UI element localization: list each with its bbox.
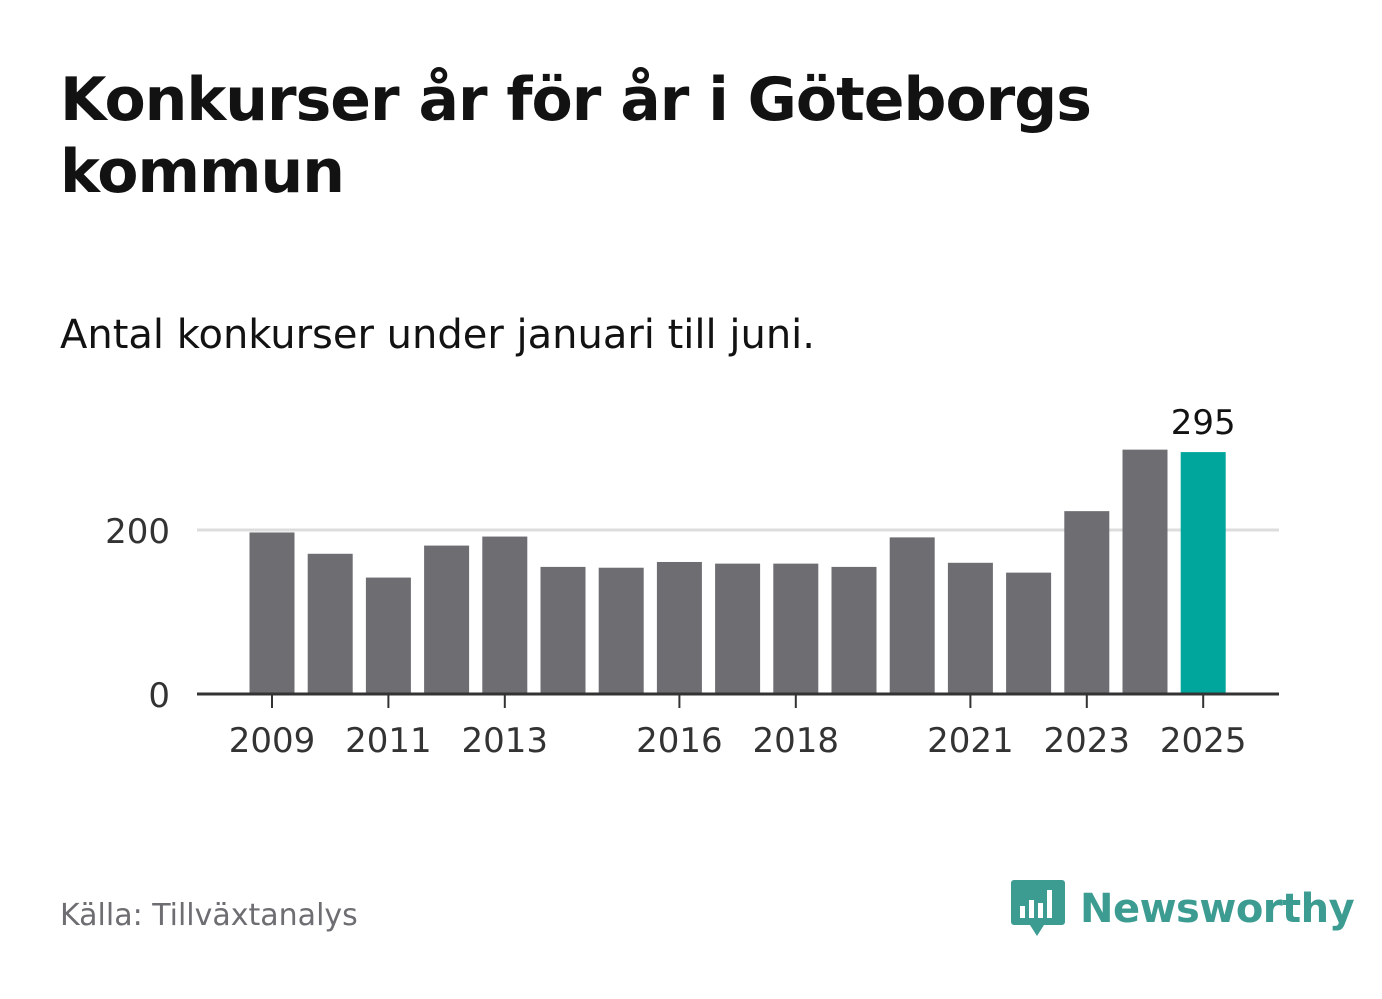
chart-subtitle: Antal konkurser under januari till juni. xyxy=(60,312,815,358)
bar-2021 xyxy=(947,562,993,694)
x-tick-label-2021: 2021 xyxy=(927,721,1014,761)
bar-2012 xyxy=(424,545,470,694)
labels: 0 200 2009 2011 2013 2016 2018 2021 2023 2025 295 xyxy=(105,403,1246,761)
data-label-2025: 295 xyxy=(1171,403,1236,443)
x-tick-label-2025: 2025 xyxy=(1160,721,1247,761)
x-tick-label-2011: 2011 xyxy=(345,721,432,761)
bar-2019 xyxy=(831,566,877,694)
bar-2011 xyxy=(365,577,411,694)
bar-chart: 0 200 2009 2011 2013 2016 2018 2021 2023 2025 295 xyxy=(105,403,1279,761)
bar-2024 xyxy=(1122,449,1168,694)
x-tick-label-2009: 2009 xyxy=(229,721,316,761)
brand-name: Newsworthy xyxy=(1080,886,1355,932)
x-tick-label-2016: 2016 xyxy=(636,721,723,761)
bar-2017 xyxy=(715,563,761,694)
bar-2010 xyxy=(307,553,353,694)
bar-2013 xyxy=(482,536,528,694)
y-tick-label-0: 0 xyxy=(148,676,170,716)
bar-2009 xyxy=(249,532,295,694)
bar-2016 xyxy=(656,561,702,694)
y-tick-label-200: 200 xyxy=(105,512,170,552)
bars xyxy=(249,449,1226,694)
x-tick-label-2013: 2013 xyxy=(462,721,549,761)
axes xyxy=(197,692,1279,708)
bar-2018 xyxy=(773,563,819,694)
bar-2015 xyxy=(598,567,644,694)
bar-2023 xyxy=(1064,511,1110,694)
bar-2025 xyxy=(1180,452,1226,694)
bar-2020 xyxy=(889,537,935,694)
source-note: Källa: Tillväxtanalys xyxy=(60,898,358,933)
bar-chart-speech-bubble-icon xyxy=(1011,880,1065,936)
x-tick-label-2023: 2023 xyxy=(1044,721,1131,761)
chart-title: Konkurser år för år i Göteborgs kommun xyxy=(60,65,1092,207)
bar-2014 xyxy=(540,566,586,694)
bar-2022 xyxy=(1006,572,1052,694)
brand-logo: Newsworthy xyxy=(1010,878,1355,940)
x-tick-label-2018: 2018 xyxy=(753,721,840,761)
